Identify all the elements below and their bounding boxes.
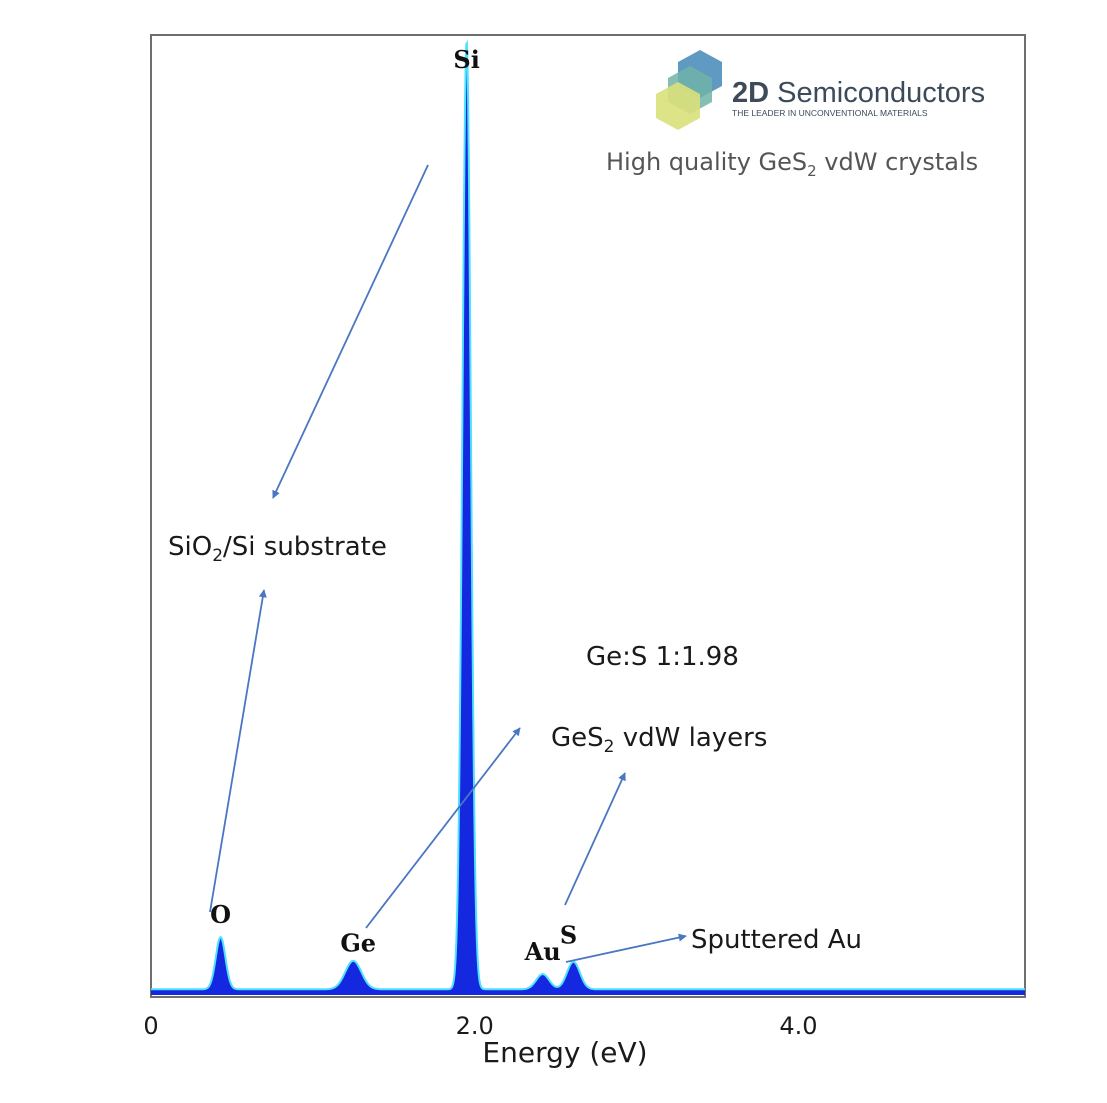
product-subtitle: High quality GeS2 vdW crystals [606, 148, 978, 180]
spectrum-layer [151, 39, 1025, 996]
s-layers-arrow [564, 772, 626, 906]
peak-label-o: O [210, 900, 231, 929]
x-tick-label: 4.0 [779, 1012, 817, 1040]
company-logo: 2D Semiconductors THE LEADER IN UNCONVEN… [656, 50, 985, 130]
company-name: 2D Semiconductors [732, 77, 985, 109]
hexagon-logo-icon [656, 50, 722, 130]
x-tick-label: 2.0 [456, 1012, 494, 1040]
peak-label-ge: Ge [340, 929, 376, 958]
ratio-annotation: Ge:S 1:1.98 [586, 642, 739, 672]
peak-labels: Si O Ge AuS [210, 45, 577, 966]
x-axis-ticks: 0 2.0 4.0 [143, 1012, 817, 1040]
peak-label-s: S [560, 921, 577, 950]
x-axis-title: Energy (eV) [482, 1036, 647, 1069]
company-tagline: THE LEADER IN UNCONVENTIONAL MATERIALS [732, 108, 928, 118]
peak-label-si: Si [453, 45, 479, 74]
ge-layers-arrow [365, 727, 521, 929]
o-substrate-arrow [209, 589, 267, 913]
spectrum-outline [151, 39, 1025, 991]
x-tick-label: 0 [143, 1012, 158, 1040]
plot-frame [150, 34, 1026, 998]
annotation-arrows [209, 164, 687, 963]
sputtered-annotation: Sputtered Au [691, 925, 862, 955]
peak-label-au: Au [524, 937, 561, 966]
au-sputtered-arrow [565, 933, 687, 963]
layers-annotation: GeS2 vdW layers [551, 723, 767, 757]
substrate-annotation: SiO2/Si substrate [168, 532, 387, 566]
si-substrate-arrow [272, 164, 429, 499]
